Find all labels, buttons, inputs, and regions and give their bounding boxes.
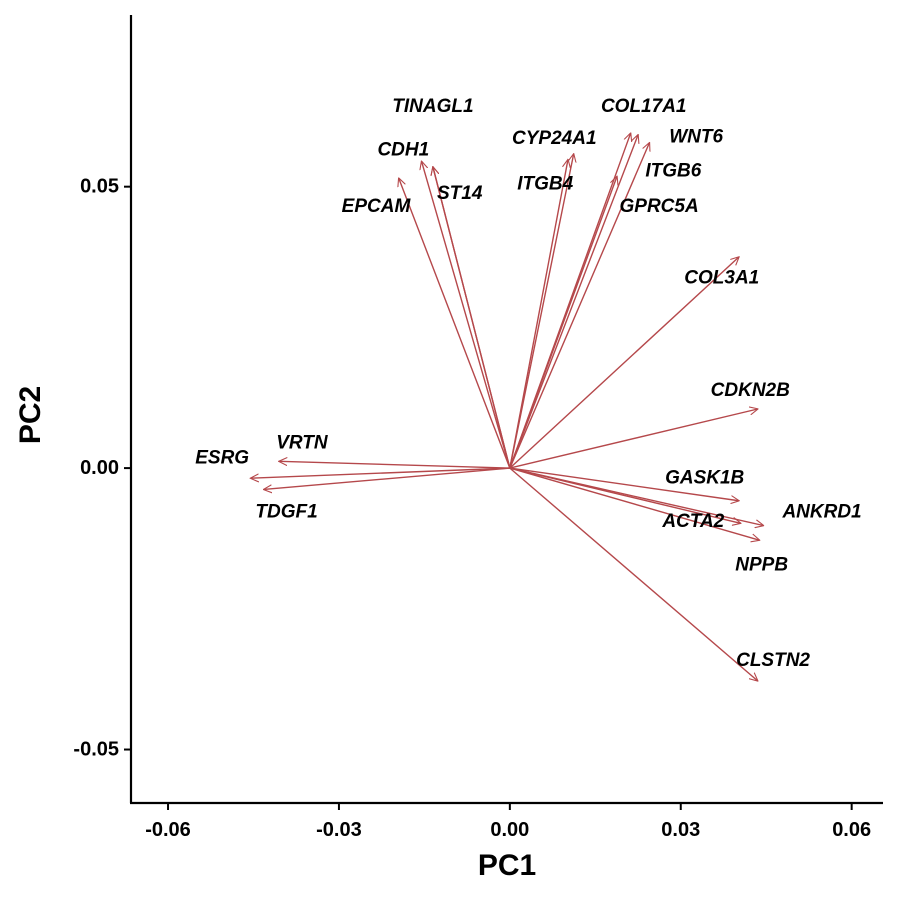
x-tick-label: 0.03 xyxy=(661,819,700,841)
arrow-epcam xyxy=(399,178,511,469)
gene-labels: TINAGL1 COL17A1 CDH1 CYP24A1 WNT6 ITGB6 ST14 IT… xyxy=(195,96,861,671)
gene-label-cdh1: CDH1 xyxy=(377,140,429,161)
gene-label-cdkn2b: CDKN2B xyxy=(711,380,790,401)
arrow-vrtn xyxy=(279,461,510,469)
gene-label-nppb: NPPB xyxy=(735,554,788,575)
gene-label-clstn2: CLSTN2 xyxy=(736,650,810,671)
gene-label-col17a1: COL17A1 xyxy=(601,96,687,117)
arrow-itgb4 xyxy=(509,160,568,469)
gene-label-itgb6: ITGB6 xyxy=(645,160,701,181)
arrow-gprc5a xyxy=(509,177,617,469)
arrow-nppb xyxy=(509,467,760,540)
gene-label-gask1b: GASK1B xyxy=(665,468,744,489)
axes xyxy=(129,15,883,805)
arrow-col3a1 xyxy=(509,257,739,469)
arrow-esrg xyxy=(251,467,510,478)
arrow-itgb6 xyxy=(509,135,638,469)
arrow-st14 xyxy=(433,167,511,469)
x-tick-label: -0.03 xyxy=(316,819,362,841)
gene-label-vrtn: VRTN xyxy=(276,432,329,453)
arrow-cdh1 xyxy=(422,161,511,469)
x-axis-ticks: -0.06 -0.03 0.00 0.03 0.06 xyxy=(145,803,871,841)
gene-label-ankrd1: ANKRD1 xyxy=(781,502,861,523)
loading-arrows xyxy=(251,133,764,681)
arrow-tdgf1 xyxy=(264,467,510,489)
gene-label-tdgf1: TDGF1 xyxy=(255,502,317,523)
gene-label-st14: ST14 xyxy=(437,183,483,204)
x-axis-title: PC1 xyxy=(478,849,536,882)
y-tick-label: 0.00 xyxy=(80,457,119,479)
gene-label-cyp24a1: CYP24A1 xyxy=(512,128,597,149)
gene-label-col3a1: COL3A1 xyxy=(684,267,759,288)
x-tick-label: 0.00 xyxy=(490,819,529,841)
gene-label-epcam: EPCAM xyxy=(342,196,412,217)
arrow-gask1b xyxy=(509,467,739,501)
gene-label-acta2: ACTA2 xyxy=(661,511,724,532)
arrow-cyp24a1 xyxy=(509,154,574,469)
arrow-clstn2 xyxy=(509,467,758,681)
y-tick-label: -0.05 xyxy=(73,739,119,761)
gene-label-tinagl1: TINAGL1 xyxy=(392,96,473,117)
y-axis-title: PC2 xyxy=(14,386,47,444)
x-tick-label: -0.06 xyxy=(145,819,191,841)
arrow-wnt6 xyxy=(509,143,650,469)
arrow-cdkn2b xyxy=(509,409,758,469)
gene-label-itgb4: ITGB4 xyxy=(517,173,573,194)
x-tick-label: 0.06 xyxy=(832,819,871,841)
gene-label-esrg: ESRG xyxy=(195,447,249,468)
y-tick-label: 0.05 xyxy=(80,176,119,198)
y-axis-ticks: -0.05 0.00 0.05 xyxy=(73,176,131,761)
gene-label-gprc5a: GPRC5A xyxy=(620,196,699,217)
arrow-ankrd1 xyxy=(509,467,764,525)
gene-label-wnt6: WNT6 xyxy=(669,127,723,148)
